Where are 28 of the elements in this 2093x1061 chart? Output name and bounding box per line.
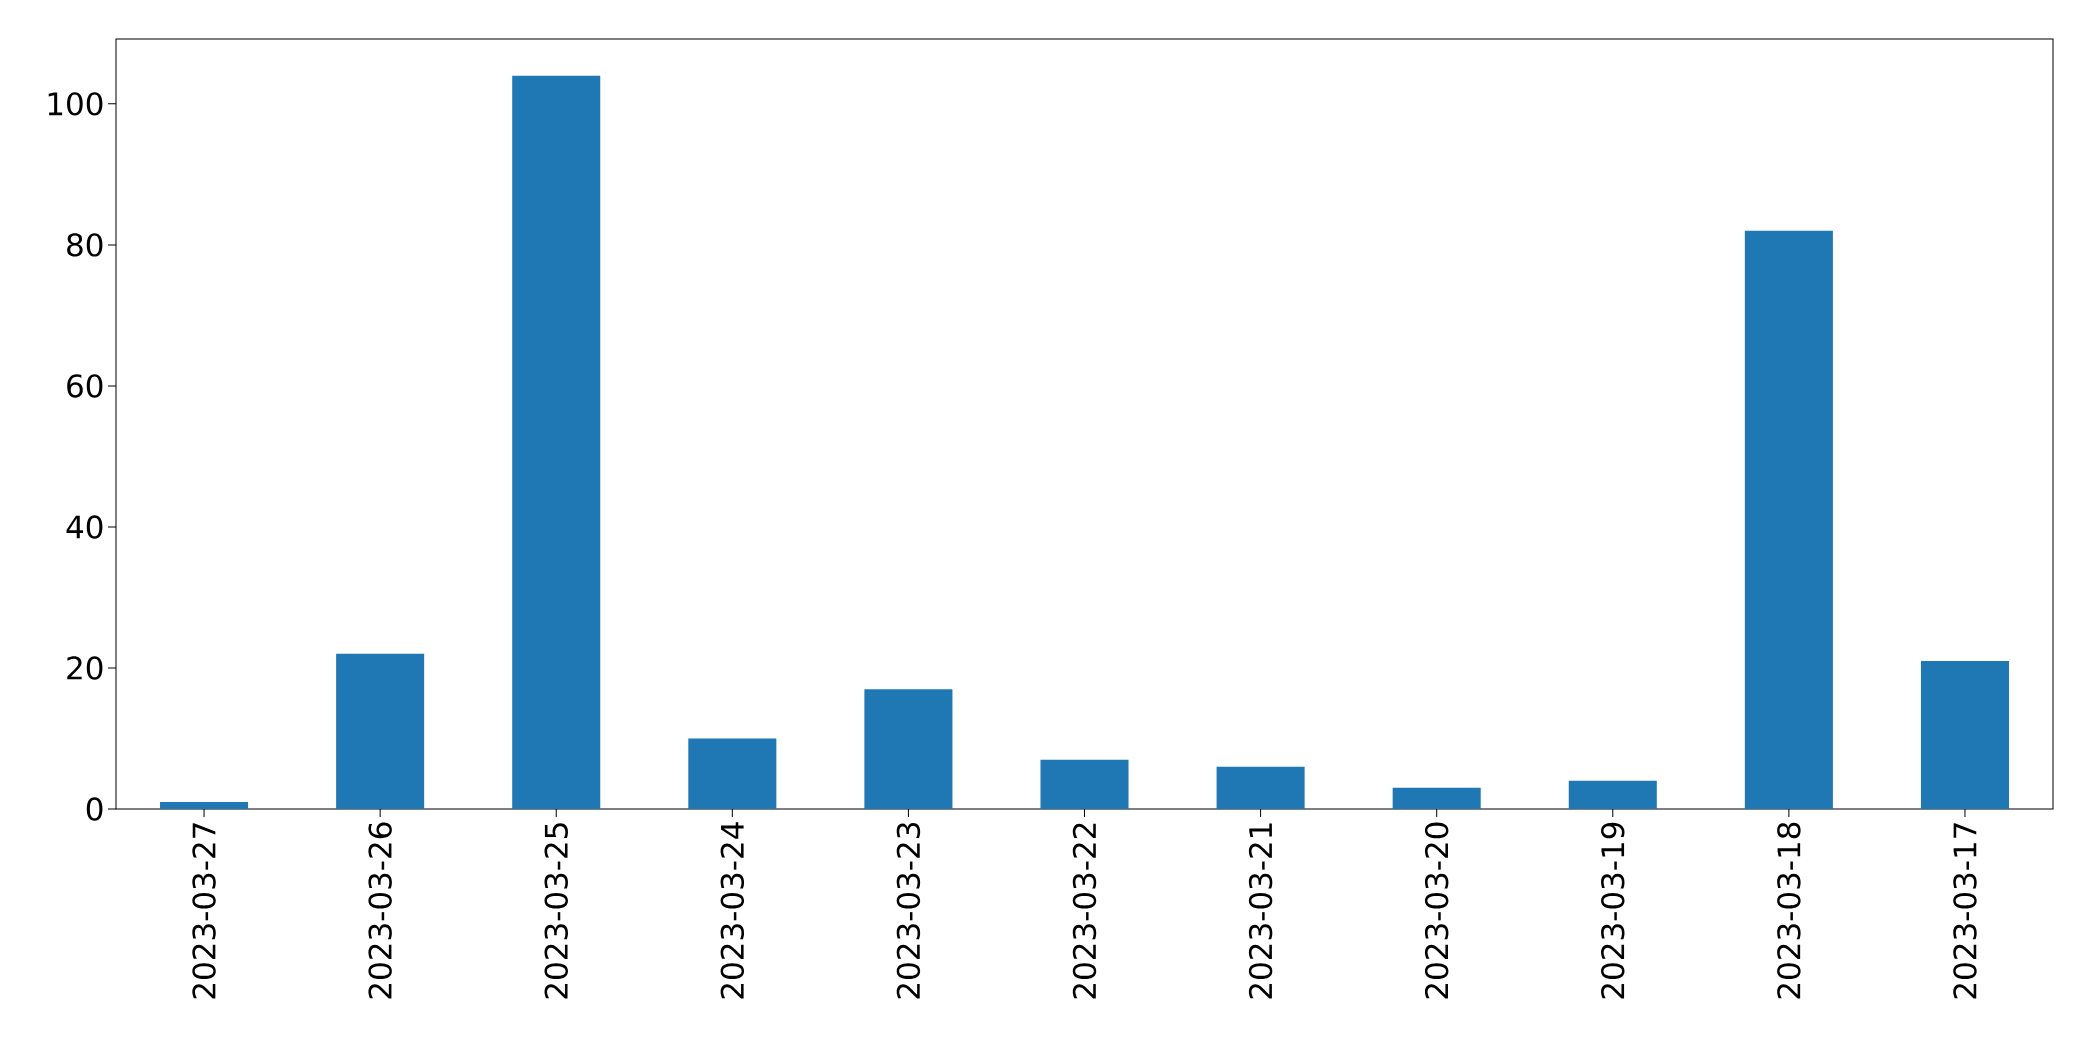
y-tick-label: 60	[67, 374, 103, 398]
y-tick-label: 40	[66, 515, 103, 539]
bar	[512, 75, 601, 809]
bar	[160, 801, 249, 809]
x-tick-label: 2023-03-24	[720, 822, 745, 999]
bar	[864, 689, 953, 809]
bar	[1744, 230, 1833, 809]
x-tick-label: 2023-03-26	[368, 822, 392, 999]
bar	[688, 738, 777, 809]
x-tick-label: 2023-03-22	[1072, 823, 1097, 999]
x-tick-label: 2023-03-18	[1777, 822, 1801, 999]
x-tick-label: 2023-03-20	[1424, 822, 1449, 999]
y-tick-label: 80	[67, 233, 103, 257]
bar	[1920, 660, 2009, 809]
x-tick-label: 2023-03-25	[544, 823, 568, 999]
bar	[1392, 787, 1481, 809]
x-tick-label: 2023-03-23	[896, 823, 921, 999]
y-tick-label: 0	[86, 797, 103, 821]
bar	[336, 653, 425, 809]
x-tick-label: 2023-03-17	[1953, 823, 1977, 999]
y-tick-label: 20	[67, 656, 103, 680]
bar	[1216, 766, 1305, 809]
bar	[1568, 780, 1657, 809]
bar	[1040, 759, 1129, 809]
x-tick-label: 2023-03-21	[1248, 823, 1273, 999]
x-tick-label: 2023-03-19	[1601, 822, 1625, 999]
y-tick-label: 100	[48, 92, 103, 116]
x-tick-label: 2023-03-27	[192, 823, 216, 999]
